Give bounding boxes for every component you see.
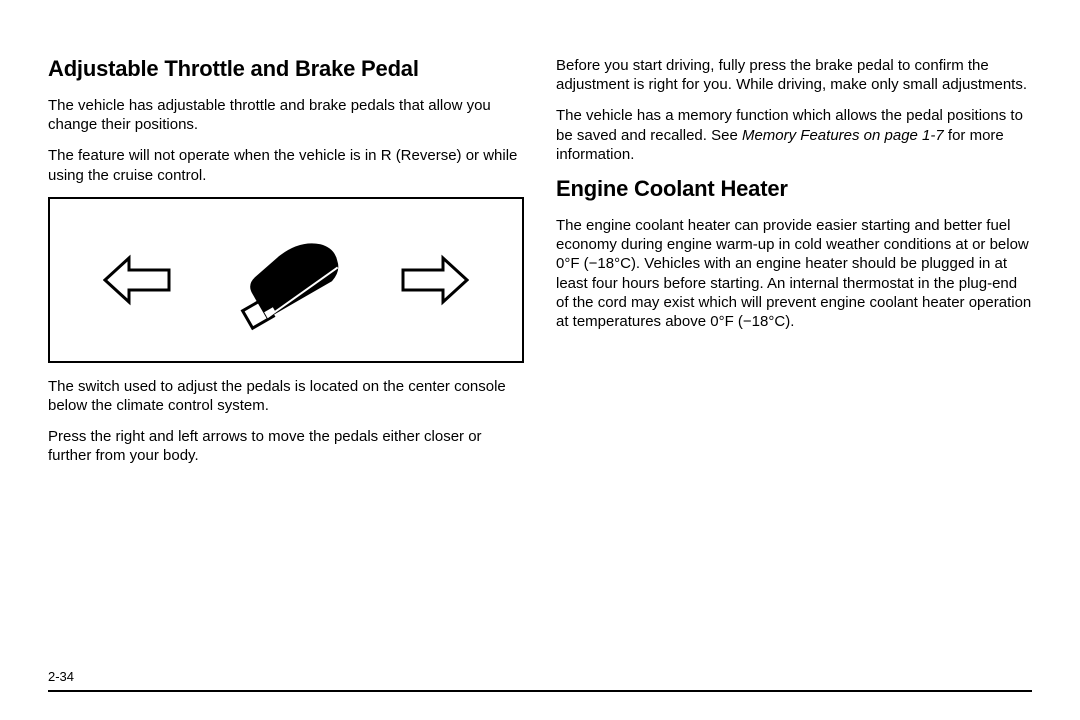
memory-features-link: Memory Features on page 1-7 — [742, 127, 944, 144]
throttle-p1: The vehicle has adjustable throttle and … — [48, 96, 524, 134]
heading-coolant: Engine Coolant Heater — [556, 176, 1032, 202]
right-column: Before you start driving, fully press th… — [556, 56, 1032, 656]
throttle-p2: The feature will not operate when the ve… — [48, 146, 524, 184]
shoe-pedal-icon — [221, 225, 351, 335]
throttle-p3: The switch used to adjust the pedals is … — [48, 377, 524, 415]
right-arrow-icon — [397, 250, 469, 310]
right-p1: Before you start driving, fully press th… — [556, 56, 1032, 94]
two-column-layout: Adjustable Throttle and Brake Pedal The … — [48, 56, 1032, 656]
left-arrow-icon — [103, 250, 175, 310]
page-number: 2-34 — [48, 669, 1032, 684]
throttle-p4: Press the right and left arrows to move … — [48, 427, 524, 465]
manual-page: Adjustable Throttle and Brake Pedal The … — [0, 0, 1080, 720]
right-p2: The vehicle has a memory function which … — [556, 106, 1032, 164]
heading-throttle: Adjustable Throttle and Brake Pedal — [48, 56, 524, 82]
page-footer: 2-34 — [48, 689, 1032, 692]
coolant-p1: The engine coolant heater can provide ea… — [556, 216, 1032, 331]
pedal-adjust-figure — [48, 197, 524, 363]
left-column: Adjustable Throttle and Brake Pedal The … — [48, 56, 524, 656]
footer-rule — [48, 690, 1032, 692]
